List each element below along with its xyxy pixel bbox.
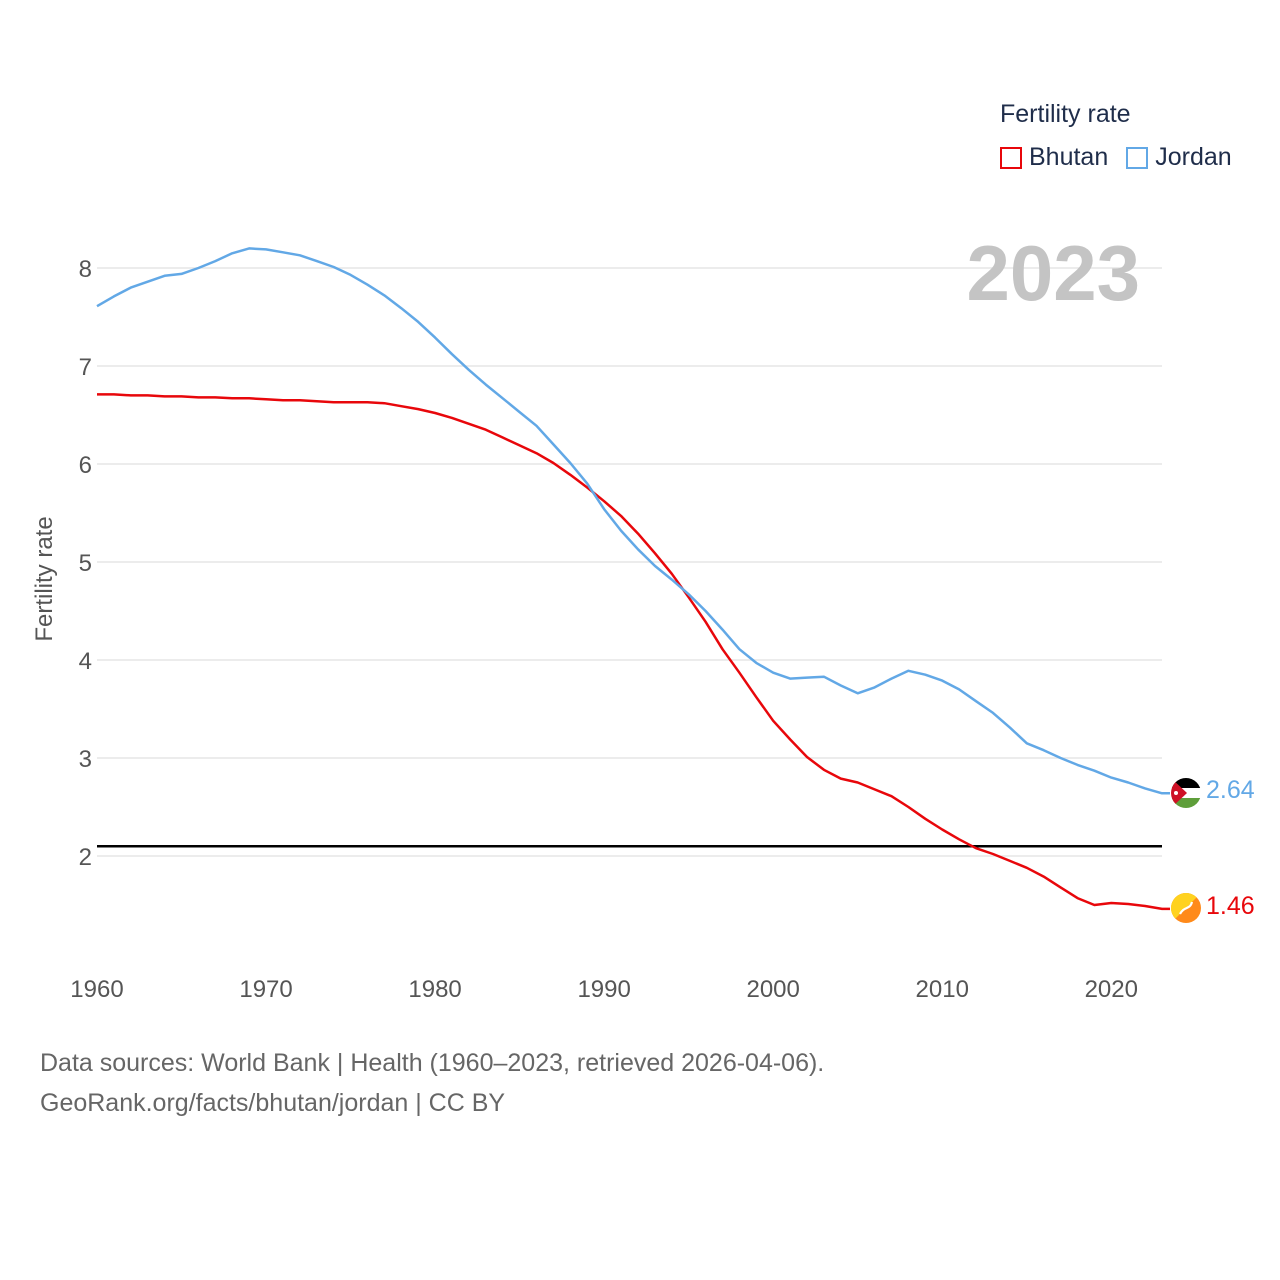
data-source-text: Data sources: World Bank | Health (1960–… (40, 1049, 825, 1077)
jordan-flag-icon (1171, 778, 1201, 808)
y-axis-label: Fertility rate (31, 516, 58, 641)
bhutan-end-value-label: 1.46 (1206, 892, 1255, 920)
footer: Data sources: World Bank | Health (1960–… (40, 1043, 824, 1123)
legend-title: Fertility rate (1000, 100, 1131, 128)
legend-item-jordan[interactable]: Jordan (1126, 143, 1232, 172)
legend-label-jordan: Jordan (1155, 143, 1232, 171)
y-tick-label: 8 (79, 256, 92, 283)
x-tick-label: 1970 (239, 976, 292, 1003)
y-tick-label: 3 (79, 746, 92, 773)
legend: Bhutan Jordan (1000, 143, 1250, 172)
attribution-text[interactable]: GeoRank.org/facts/bhutan/jordan | CC BY (40, 1089, 506, 1117)
current-year-label: 2023 (966, 229, 1140, 317)
legend-item-bhutan[interactable]: Bhutan (1000, 143, 1108, 172)
x-tick-label: 1990 (577, 976, 630, 1003)
x-tick-label: 2000 (746, 976, 799, 1003)
series-line-jordan[interactable] (96, 247, 1170, 795)
y-axis-ticks: 2 3 4 5 6 7 8 (79, 256, 92, 871)
series-line-bhutan[interactable] (97, 393, 1170, 911)
x-tick-label: 1980 (408, 976, 461, 1003)
x-tick-label: 2020 (1085, 976, 1138, 1003)
y-tick-label: 6 (79, 452, 92, 479)
gridlines (97, 267, 1162, 857)
x-tick-label: 1960 (70, 976, 123, 1003)
bhutan-flag-icon (1171, 893, 1201, 923)
jordan-end-value-label: 2.64 (1206, 776, 1255, 804)
x-axis-ticks: 1960 1970 1980 1990 2000 2010 2020 (70, 976, 1138, 1003)
y-tick-label: 5 (79, 550, 92, 577)
series-lines (96, 247, 1170, 911)
legend-label-bhutan: Bhutan (1029, 143, 1109, 171)
y-tick-label: 2 (79, 844, 92, 871)
y-tick-label: 4 (79, 648, 92, 675)
x-tick-label: 2010 (916, 976, 969, 1003)
legend-swatch-jordan (1126, 146, 1149, 169)
legend-swatch-bhutan (1000, 146, 1022, 169)
y-tick-label: 7 (79, 354, 92, 381)
